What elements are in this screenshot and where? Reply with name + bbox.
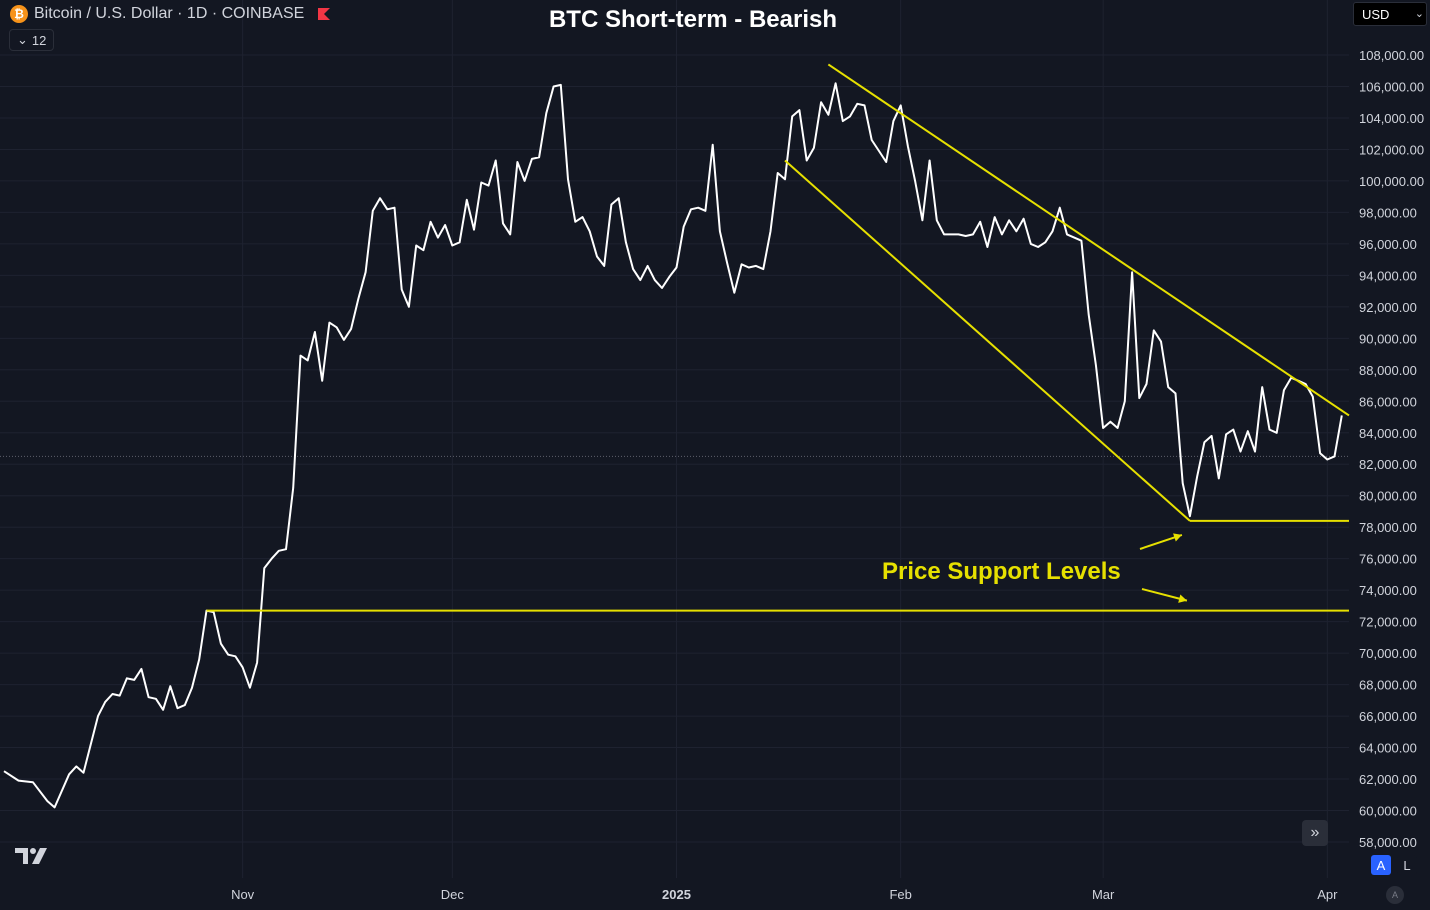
y-axis-tick-label: 74,000.00 <box>1359 583 1417 598</box>
y-axis-tick-label: 100,000.00 <box>1359 174 1424 189</box>
chevron-down-icon: ⌄ <box>17 32 28 47</box>
y-axis-tick-label: 58,000.00 <box>1359 835 1417 850</box>
y-axis-tick-label: 86,000.00 <box>1359 394 1417 409</box>
auto-scale-button[interactable]: A <box>1371 855 1391 875</box>
y-axis-tick-label: 70,000.00 <box>1359 646 1417 661</box>
x-axis-tick-label: Feb <box>889 887 911 902</box>
y-axis-tick-label: 66,000.00 <box>1359 709 1417 724</box>
y-axis-tick-label: 68,000.00 <box>1359 678 1417 693</box>
trend-line <box>827 63 1350 417</box>
x-axis-tick-label: Mar <box>1092 887 1115 902</box>
bitcoin-logo-icon: ₿ <box>10 5 28 23</box>
y-axis-tick-label: 92,000.00 <box>1359 300 1417 315</box>
support-levels-label: Price Support Levels <box>882 558 1121 585</box>
y-axis-tick-label: 60,000.00 <box>1359 804 1417 819</box>
y-axis-tick-label: 62,000.00 <box>1359 772 1417 787</box>
double-chevron-right-icon: » <box>1310 824 1320 841</box>
y-axis-tick-label: 94,000.00 <box>1359 268 1417 283</box>
currency-select[interactable]: USD ⌄ <box>1353 2 1427 26</box>
chart-title: BTC Short-term - Bearish <box>548 6 838 33</box>
arrow-head-icon <box>1173 533 1182 542</box>
x-axis-tick-label: Dec <box>441 887 465 902</box>
y-axis-tick-label: 106,000.00 <box>1359 79 1424 94</box>
y-axis-tick-label: 108,000.00 <box>1359 48 1424 63</box>
currency-value: USD <box>1362 6 1390 22</box>
y-axis-tick-label: 76,000.00 <box>1359 552 1417 567</box>
y-axis-tick-label: 102,000.00 <box>1359 142 1424 157</box>
y-axis-tick-label: 78,000.00 <box>1359 520 1417 535</box>
indicator-toggle[interactable]: ⌄ 12 <box>9 29 55 51</box>
price-line-series <box>3 82 1343 809</box>
y-axis-tick-label: 72,000.00 <box>1359 615 1417 630</box>
timezone-button[interactable]: A <box>1386 886 1404 904</box>
y-axis-tick-label: 98,000.00 <box>1359 205 1417 220</box>
y-axis-tick-label: 82,000.00 <box>1359 457 1417 472</box>
y-axis-tick-label: 80,000.00 <box>1359 489 1417 504</box>
x-axis-tick-label: Nov <box>231 887 255 902</box>
x-axis-tick-label: 2025 <box>662 887 691 902</box>
x-axis-tick-label: Apr <box>1317 887 1338 902</box>
indicator-count: 12 <box>31 32 47 48</box>
arrow-head-icon <box>1178 594 1187 603</box>
tradingview-logo-icon[interactable] <box>14 846 48 866</box>
chevron-down-icon: ⌄ <box>1414 8 1424 20</box>
red-flag-icon[interactable] <box>318 8 331 20</box>
symbol-label: Bitcoin / U.S. Dollar · 1D · COINBASE <box>34 5 305 22</box>
y-axis-tick-label: 64,000.00 <box>1359 741 1417 756</box>
y-axis-tick-label: 84,000.00 <box>1359 426 1417 441</box>
scroll-to-realtime-button[interactable]: » <box>1302 820 1328 846</box>
symbol-header[interactable]: ₿ Bitcoin / U.S. Dollar · 1D · COINBASE <box>10 4 331 24</box>
trend-line <box>784 159 1191 522</box>
y-axis-tick-label: 90,000.00 <box>1359 331 1417 346</box>
y-axis-tick-label: 104,000.00 <box>1359 111 1424 126</box>
y-axis-tick-label: 88,000.00 <box>1359 363 1417 378</box>
log-scale-button[interactable]: L <box>1397 855 1417 875</box>
y-axis-tick-label: 96,000.00 <box>1359 237 1417 252</box>
